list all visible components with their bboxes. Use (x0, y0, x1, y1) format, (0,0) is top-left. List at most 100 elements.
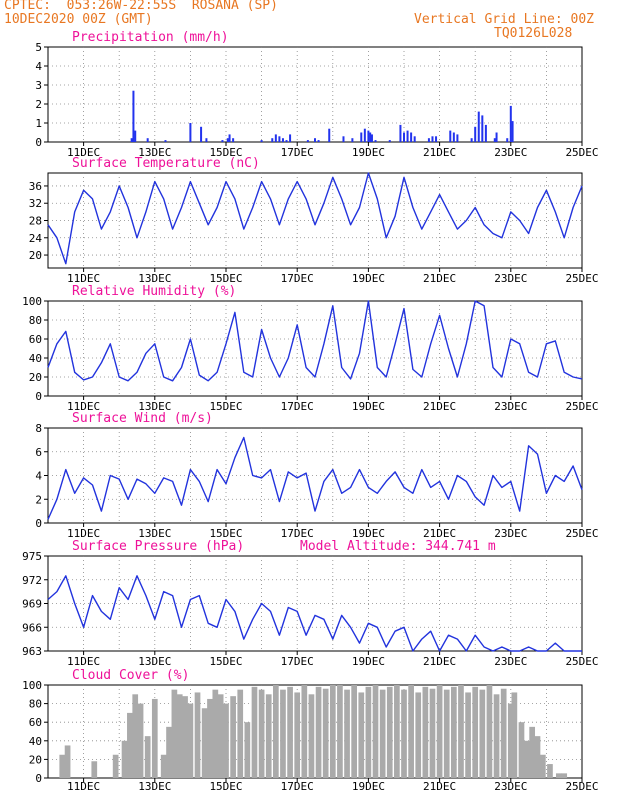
x-tick-label: 21DEC (423, 272, 456, 285)
cloud-bar (556, 773, 562, 778)
panel-6: Cloud Cover (%) 0 20 40 60 80 100 11DEC 13DEC 15D… (22, 668, 598, 793)
y-tick-label: 2 (35, 493, 42, 506)
precip-bar (370, 134, 373, 142)
x-tick-label: 13DEC (138, 400, 171, 413)
panel-title: Cloud Cover (%) (72, 668, 189, 683)
cloud-bar (523, 740, 530, 778)
precip-bar (260, 140, 263, 142)
precip-bar (449, 130, 452, 142)
plot-frame (47, 46, 583, 143)
series-line (47, 436, 583, 520)
x-tick-label: 15DEC (209, 400, 242, 413)
precip-bar (470, 138, 473, 142)
cloud-bar (251, 686, 258, 778)
cloud-bar (315, 686, 322, 778)
panel-title: Surface Temperature (nC) (72, 156, 260, 171)
cloud-bar (465, 692, 471, 778)
cloud-bar (486, 685, 493, 778)
cloud-bar (394, 685, 400, 778)
y-tick-label: 972 (22, 574, 42, 587)
x-tick-label: 13DEC (138, 146, 171, 159)
cloud-bar (472, 686, 479, 778)
cloud-bar (244, 722, 251, 778)
x-tick-label: 17DEC (281, 146, 314, 159)
panel-annotation: Model Altitude: 344.741 m (300, 539, 496, 554)
precip-bar (360, 132, 363, 142)
precip-bar (134, 130, 137, 142)
y-tick-label: 24 (29, 232, 43, 245)
panel-5: Surface Pressure (hPa) Model Altitude: 34… (22, 539, 598, 668)
header-station: CPTEC: 053:26W-22:55S ROSANA (SP) (4, 0, 278, 13)
precip-bar (474, 126, 477, 142)
panel-title: Precipitation (mm/h) (72, 30, 229, 45)
cloud-bar (372, 685, 379, 778)
y-tick-label: 975 (22, 550, 42, 563)
cloud-bar (479, 689, 486, 778)
y-tick-label: 8 (35, 422, 42, 435)
cloud-bar (64, 745, 71, 778)
cloud-bar (223, 703, 229, 778)
y-tick-label: 963 (22, 645, 42, 658)
cloud-bar (539, 754, 546, 778)
precip-bar (435, 136, 438, 142)
cloud-bar (294, 692, 301, 778)
cloud-bar (287, 686, 293, 778)
precip-bar (274, 134, 277, 142)
cloud-bar (194, 692, 201, 778)
cloud-bar (127, 712, 133, 778)
y-tick-label: 0 (35, 517, 42, 530)
y-tick-label: 2 (35, 98, 42, 111)
cloud-bar (201, 708, 208, 778)
x-tick-label: 15DEC (209, 272, 242, 285)
cloud-bar (237, 689, 244, 778)
y-tick-label: 5 (35, 41, 42, 54)
cloud-bar (401, 689, 407, 778)
precip-bar (130, 138, 133, 142)
x-tick-label: 21DEC (423, 655, 456, 668)
precip-bar (431, 136, 434, 142)
precip-bar (410, 132, 413, 142)
x-tick-label: 11DEC (67, 780, 100, 793)
x-tick-label: 17DEC (281, 527, 314, 540)
y-tick-label: 6 (35, 446, 42, 459)
y-tick-label: 28 (29, 215, 42, 228)
precip-bar (388, 140, 391, 142)
x-tick-label: 25DEC (565, 272, 598, 285)
cloud-bar (422, 686, 429, 778)
series-line (47, 300, 583, 382)
cloud-bar (280, 689, 286, 778)
precip-bar (289, 134, 292, 142)
precip-bar (495, 132, 498, 142)
y-tick-label: 0 (35, 772, 42, 785)
x-tick-label: 15DEC (209, 527, 242, 540)
precip-bar (221, 140, 224, 142)
precip-bar (228, 134, 231, 142)
x-tick-label: 11DEC (67, 655, 100, 668)
cloud-bar (379, 689, 386, 778)
cloud-bar (91, 761, 98, 778)
precip-bar (452, 132, 455, 142)
precip-bar (413, 136, 416, 142)
precip-bar (506, 138, 509, 142)
cloud-bar (308, 694, 315, 778)
cloud-bar (337, 685, 343, 778)
cloud-bar (443, 689, 450, 778)
header-date: 10DEC2020 00Z (GMT) (4, 12, 153, 27)
cloud-bar (151, 698, 158, 778)
x-tick-label: 21DEC (423, 400, 456, 413)
cloud-bar (230, 696, 236, 778)
cloud-bar (507, 703, 514, 778)
x-tick-label: 23DEC (494, 146, 527, 159)
series-line (47, 575, 582, 652)
cloud-bar (217, 694, 224, 778)
panel-2: Surface Temperature (nC) 20 24 28 32 36 11DEC 1… (29, 156, 599, 285)
panel-3: Relative Humidity (%) 0 20 40 60 80 100 11DEC 13… (22, 284, 598, 413)
cloud-bar (272, 685, 279, 778)
cloud-bar (132, 694, 139, 778)
x-tick-label: 19DEC (352, 527, 385, 540)
x-tick-label: 13DEC (138, 527, 171, 540)
y-tick-label: 60 (29, 716, 42, 729)
y-tick-label: 0 (35, 136, 42, 149)
cloud-bar (518, 722, 525, 778)
cloud-bar (436, 685, 443, 778)
